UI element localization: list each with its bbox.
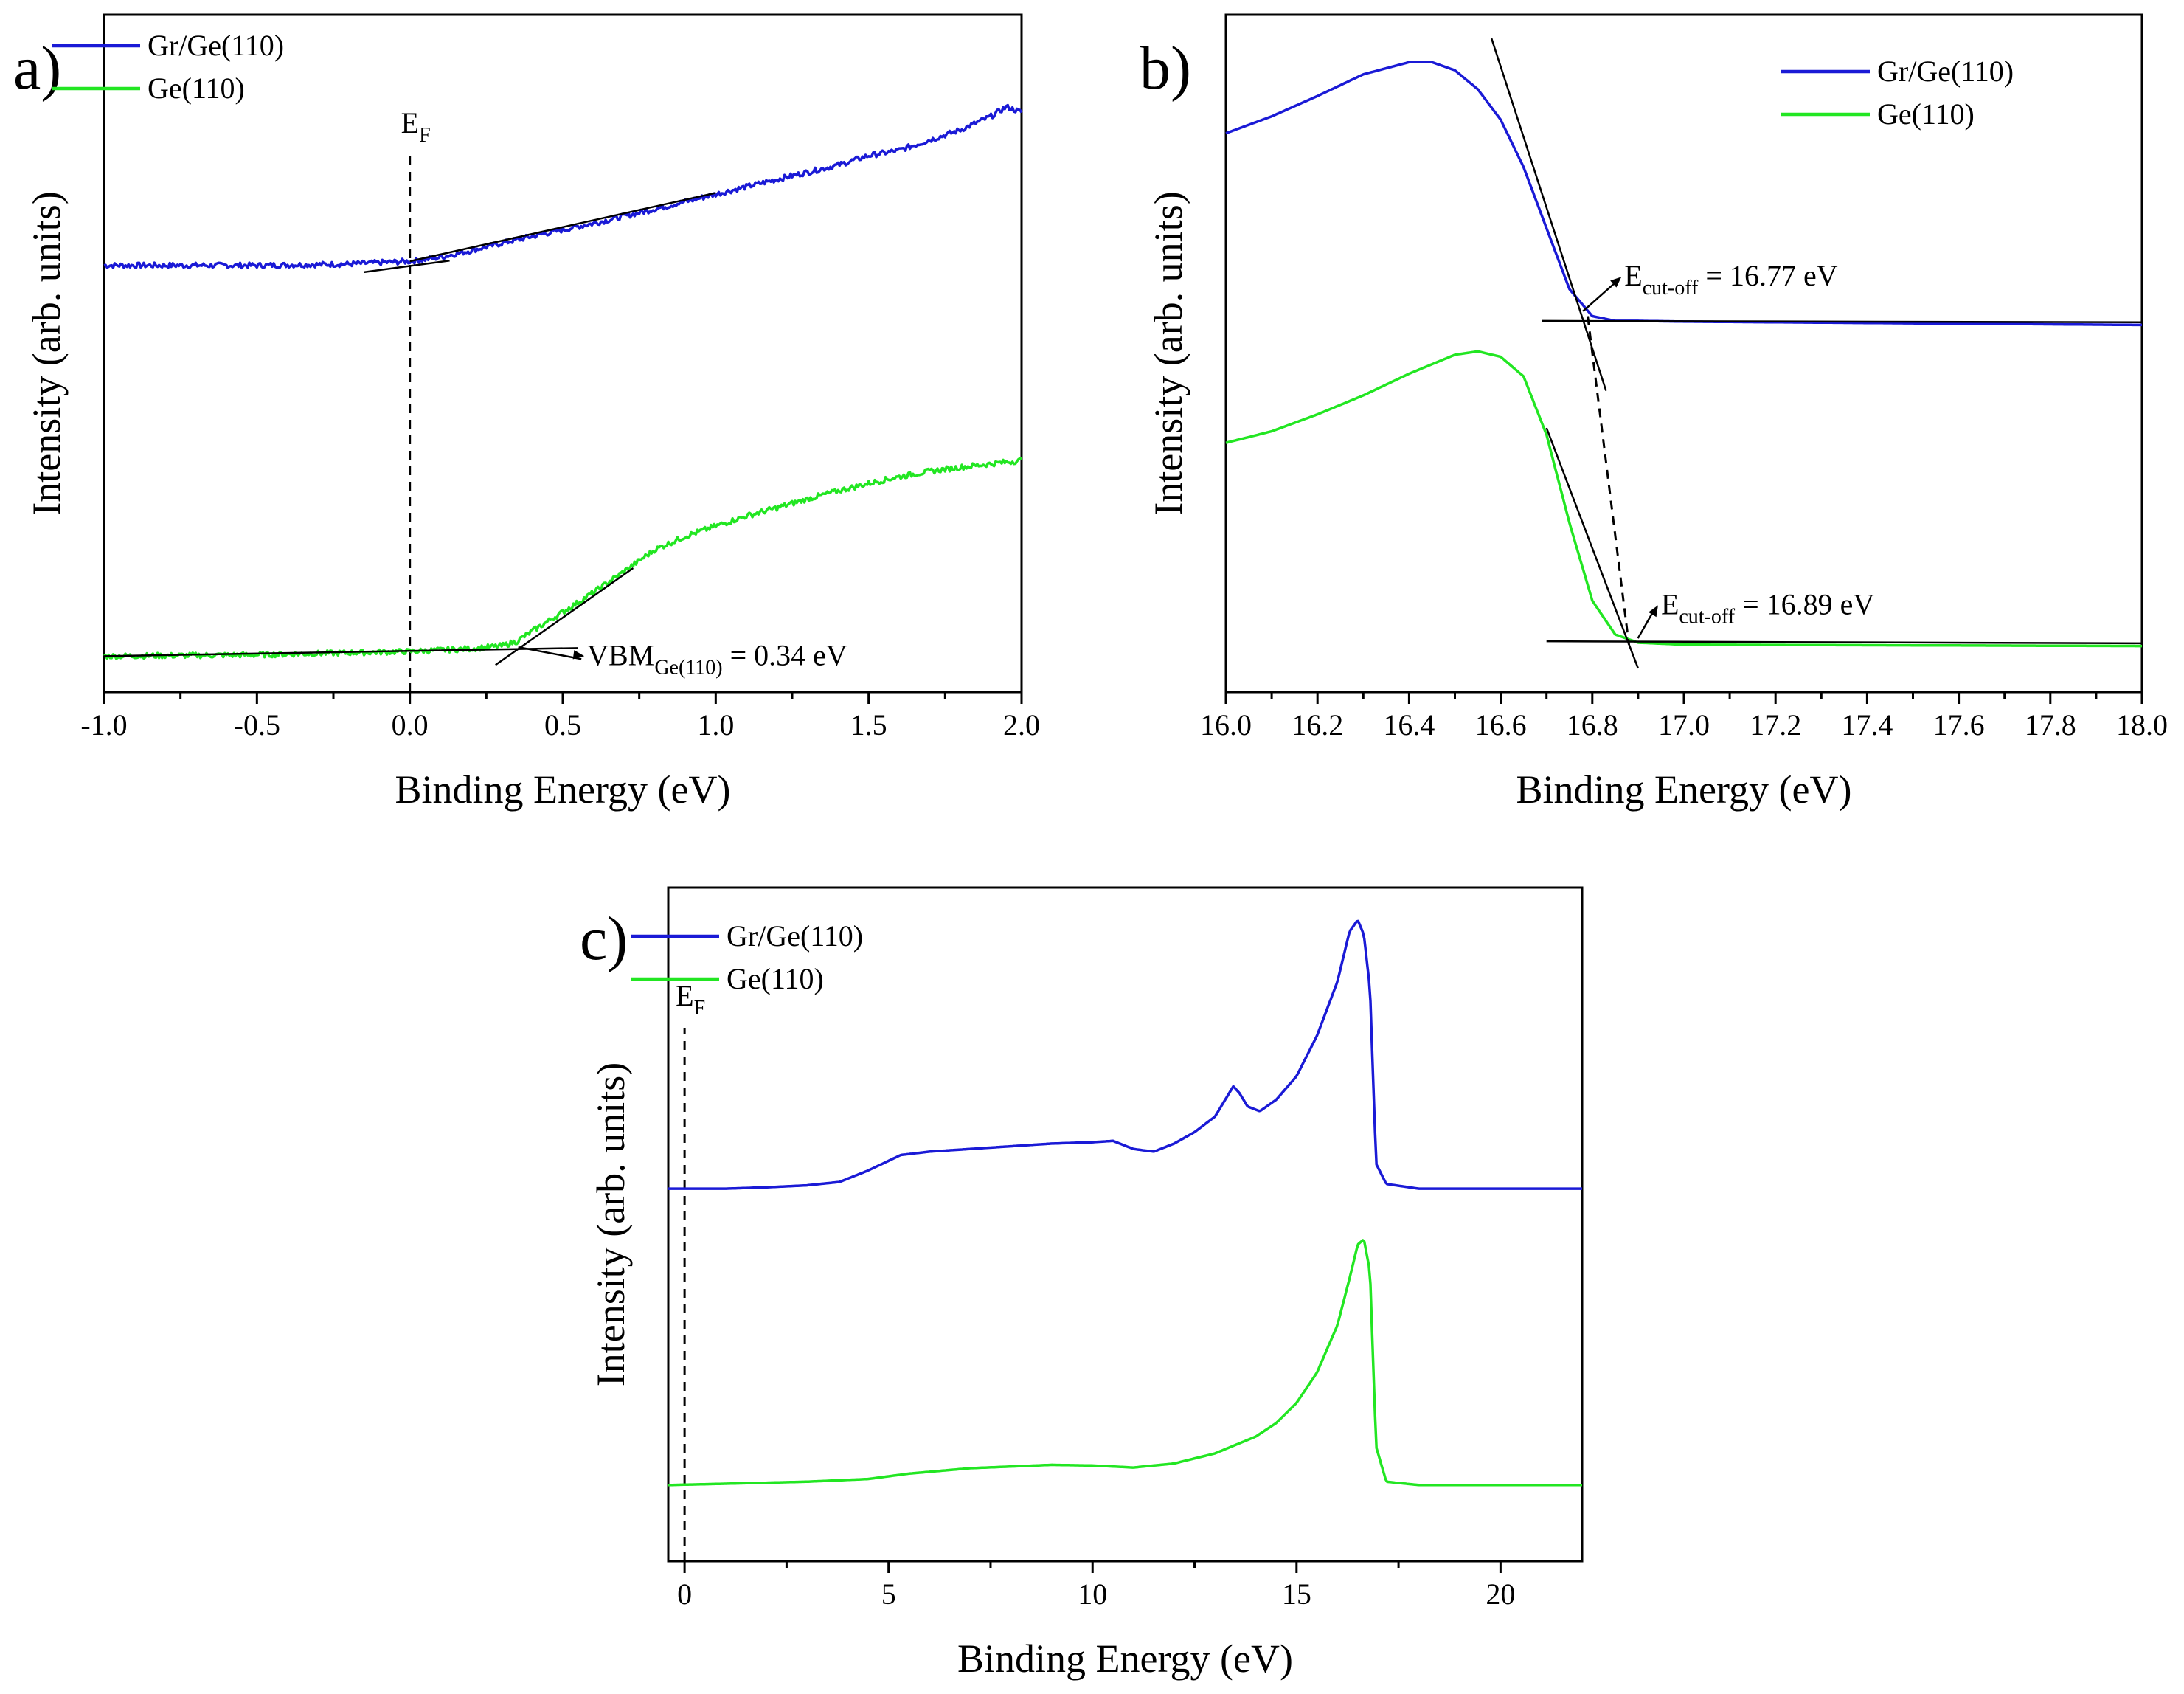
- series-line-blue: [668, 919, 1582, 1190]
- annotation-subscript: cut-off: [1643, 277, 1699, 300]
- fermi-level-subscript: F: [694, 997, 706, 1020]
- annotation-value: = 16.77 eV: [1698, 259, 1837, 292]
- annotation-label: Ecut-off = 16.77 eV: [1624, 259, 1837, 300]
- x-tick-label: -0.5: [234, 708, 280, 741]
- fermi-level-label: EF: [676, 979, 705, 1020]
- guide-dashed-line: [1587, 316, 1630, 645]
- annotation-value: = 16.89 eV: [1735, 587, 1874, 620]
- x-tick-label: 17.0: [1658, 708, 1710, 741]
- x-tick-label: 16.6: [1475, 708, 1527, 741]
- plot-frame: [667, 886, 1584, 1563]
- annotation-arrow: [518, 646, 582, 660]
- x-tick-label: 5: [881, 1577, 896, 1611]
- x-axis-title: Binding Energy (eV): [395, 767, 731, 812]
- panel-c: 0 5 10 15 20 Binding Energy (eV) Intensity (ar…: [580, 886, 1584, 1681]
- panel-a: -1.0 -0.5 0.0 0.5 1.0 1.5 2.0 Binding Energy (e…: [13, 13, 1040, 812]
- x-tick-label: 17.8: [2025, 708, 2076, 741]
- fit-line: [409, 192, 716, 263]
- panel-label: c): [580, 905, 628, 973]
- x-tick-label: -1.0: [80, 708, 127, 741]
- annotation-arrowhead: [572, 650, 585, 660]
- series-line-blue: [103, 103, 1023, 270]
- x-tick-label: 2.0: [1003, 708, 1040, 741]
- annotation-value: = 0.34 eV: [723, 638, 847, 671]
- legend-label: Gr/Ge(110): [727, 919, 863, 953]
- annotation-arrow: [1582, 279, 1620, 312]
- x-tick-label: 16.4: [1383, 708, 1435, 741]
- fit-line: [495, 567, 634, 666]
- y-axis-title: Intensity (arb. units): [24, 191, 69, 515]
- plot-frame: [103, 13, 1023, 694]
- fermi-level-subscript: F: [419, 124, 431, 147]
- x-tick-label: 16.0: [1200, 708, 1252, 741]
- x-tick-label: 0.5: [544, 708, 581, 741]
- annotation-label: VBMGe(110) = 0.34 eV: [587, 638, 847, 679]
- x-axis-title: Binding Energy (eV): [957, 1636, 1293, 1681]
- legend-label: Ge(110): [148, 72, 245, 105]
- panel-label: b): [1140, 34, 1191, 103]
- fit-line: [1542, 319, 2143, 324]
- x-tick-label: 17.4: [1841, 708, 1893, 741]
- fit-line: [1546, 640, 2143, 645]
- x-tick-label: 0.0: [392, 708, 429, 741]
- legend: Gr/Ge(110) Ge(110): [1781, 55, 2014, 131]
- legend-label: Gr/Ge(110): [1877, 55, 2014, 88]
- annotation-arrowhead: [1648, 605, 1658, 618]
- x-tick-label: 16.8: [1567, 708, 1618, 741]
- x-tick-label: 20: [1486, 1577, 1515, 1611]
- annotation-subscript: cut-off: [1679, 605, 1735, 628]
- legend: Gr/Ge(110) Ge(110): [631, 919, 863, 995]
- legend-label: Ge(110): [727, 962, 824, 995]
- fit-line: [1490, 38, 1607, 391]
- y-axis-title: Intensity (arb. units): [1146, 191, 1190, 515]
- fit-line: [364, 259, 450, 274]
- fermi-level-label: EF: [401, 106, 431, 147]
- fit-line: [103, 647, 578, 657]
- x-tick-label: 17.2: [1750, 708, 1801, 741]
- x-tick-label: 17.6: [1933, 708, 1985, 741]
- x-tick-label: 1.5: [850, 708, 887, 741]
- x-tick-label: 1.0: [697, 708, 734, 741]
- series-line-green: [668, 1239, 1582, 1487]
- legend-label: Ge(110): [1877, 97, 1975, 131]
- x-tick-label: 0: [677, 1577, 692, 1611]
- y-axis-title: Intensity (arb. units): [589, 1062, 633, 1386]
- x-tick-label: 10: [1078, 1577, 1107, 1611]
- x-tick-label: 18.0: [2116, 708, 2168, 741]
- legend-label: Gr/Ge(110): [148, 29, 284, 62]
- x-tick-label: 15: [1282, 1577, 1311, 1611]
- series-line-green: [103, 457, 1022, 660]
- legend: Gr/Ge(110) Ge(110): [52, 29, 284, 105]
- annotation-arrowhead: [1610, 277, 1622, 288]
- x-tick-label: 16.2: [1292, 708, 1343, 741]
- series-line-green: [1225, 350, 2142, 648]
- x-axis-title: Binding Energy (eV): [1516, 767, 1852, 812]
- fit-line: [1545, 427, 1640, 669]
- annotation-label: Ecut-off = 16.89 eV: [1661, 587, 1874, 628]
- panel-b: 16.0 16.2 16.4 16.6 16.8 17.0 17.2 17.4 17.6 17.8…: [1140, 13, 2168, 812]
- annotation-subscript: Ge(110): [654, 656, 722, 679]
- plot-frame: [1224, 13, 2143, 694]
